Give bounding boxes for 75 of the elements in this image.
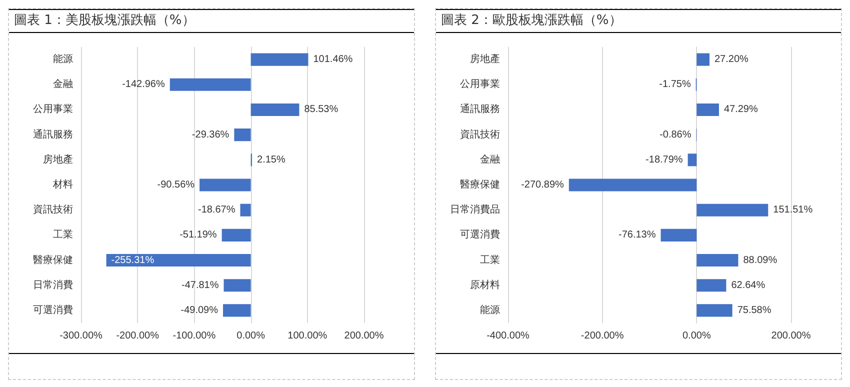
bar	[568, 178, 697, 192]
bar	[696, 103, 719, 116]
bar	[696, 204, 768, 216]
y-tick-label: 日常消費	[33, 278, 73, 291]
data-label: -142.96%	[122, 79, 165, 90]
bar	[224, 279, 251, 292]
bar	[696, 304, 732, 317]
y-tick-label: 材料	[52, 178, 73, 190]
data-label: 101.46%	[313, 54, 353, 66]
data-label: 27.20%	[714, 54, 749, 66]
y-tick-label: 能源	[480, 304, 500, 316]
y-tick-label: 可選消費	[33, 304, 73, 316]
x-tick-label: 0.00%	[236, 330, 266, 342]
bar	[222, 228, 251, 242]
data-label: -51.19%	[180, 230, 217, 241]
y-tick-label: 能源	[53, 53, 73, 66]
data-label: 85.53%	[304, 104, 338, 116]
y-tick-label: 醫療保健	[460, 178, 500, 190]
data-label: -18.67%	[198, 204, 236, 216]
y-tick-label: 公用事業	[460, 78, 500, 90]
bar	[250, 103, 300, 116]
data-label: -76.13%	[618, 230, 656, 241]
chart-title: 圖表 1：美股板塊漲跌幅（%）	[9, 9, 414, 33]
data-label: 62.64%	[731, 280, 766, 291]
bar	[234, 128, 251, 142]
y-tick-label: 通訊服務	[460, 103, 500, 116]
data-label: -47.81%	[181, 280, 219, 291]
bar	[696, 279, 726, 292]
data-label: 151.51%	[773, 204, 813, 216]
bar	[106, 254, 251, 267]
bar	[696, 254, 738, 267]
bar	[660, 228, 697, 242]
data-label: -255.31%	[111, 254, 154, 266]
x-tick-label: 100.00%	[288, 330, 328, 342]
bar	[240, 204, 251, 216]
y-tick-label: 原材料	[470, 278, 500, 291]
y-tick-label: 醫療保健	[33, 254, 73, 266]
bar	[688, 154, 697, 166]
data-label: -270.89%	[521, 180, 564, 190]
y-tick-label: 金融	[480, 153, 500, 166]
bar	[696, 53, 710, 66]
y-tick-label: 工業	[480, 254, 500, 266]
data-label: -29.36%	[192, 129, 230, 140]
data-label: -49.09%	[180, 304, 218, 316]
y-tick-label: 房地產	[470, 53, 500, 66]
bar	[223, 304, 251, 317]
x-tick-label: -200.00%	[580, 330, 624, 342]
x-tick-label: 200.00%	[344, 330, 384, 342]
bar	[250, 53, 308, 66]
x-tick-label: -200.00%	[116, 330, 160, 342]
bar	[170, 78, 251, 91]
data-label: 75.58%	[737, 304, 772, 316]
y-tick-label: 房地產	[43, 153, 73, 166]
y-tick-label: 金融	[53, 78, 73, 90]
x-tick-label: -400.00%	[486, 330, 530, 342]
x-tick-label: -100.00%	[172, 330, 216, 342]
bar	[200, 178, 251, 192]
data-label: -18.79%	[646, 154, 683, 166]
y-tick-label: 通訊服務	[33, 128, 73, 140]
y-tick-label: 資訊技術	[33, 204, 73, 216]
y-tick-label: 可選消費	[460, 228, 500, 241]
x-tick-label: -300.00%	[60, 330, 103, 342]
data-label: -1.75%	[659, 79, 691, 90]
data-label: -0.86%	[660, 129, 692, 140]
data-label: -90.56%	[157, 180, 195, 190]
y-tick-label: 工業	[53, 228, 73, 241]
chart-title: 圖表 2：歐股板塊漲跌幅（%）	[436, 9, 841, 33]
data-label: 47.29%	[724, 104, 758, 116]
y-tick-label: 資訊技術	[460, 128, 500, 140]
x-tick-label: 0.00%	[682, 330, 711, 342]
data-label: 2.15%	[257, 154, 286, 166]
y-tick-label: 公用事業	[33, 103, 73, 116]
x-tick-label: 200.00%	[771, 330, 811, 342]
y-tick-label: 日常消費品	[450, 204, 500, 216]
data-label: 88.09%	[743, 254, 778, 266]
